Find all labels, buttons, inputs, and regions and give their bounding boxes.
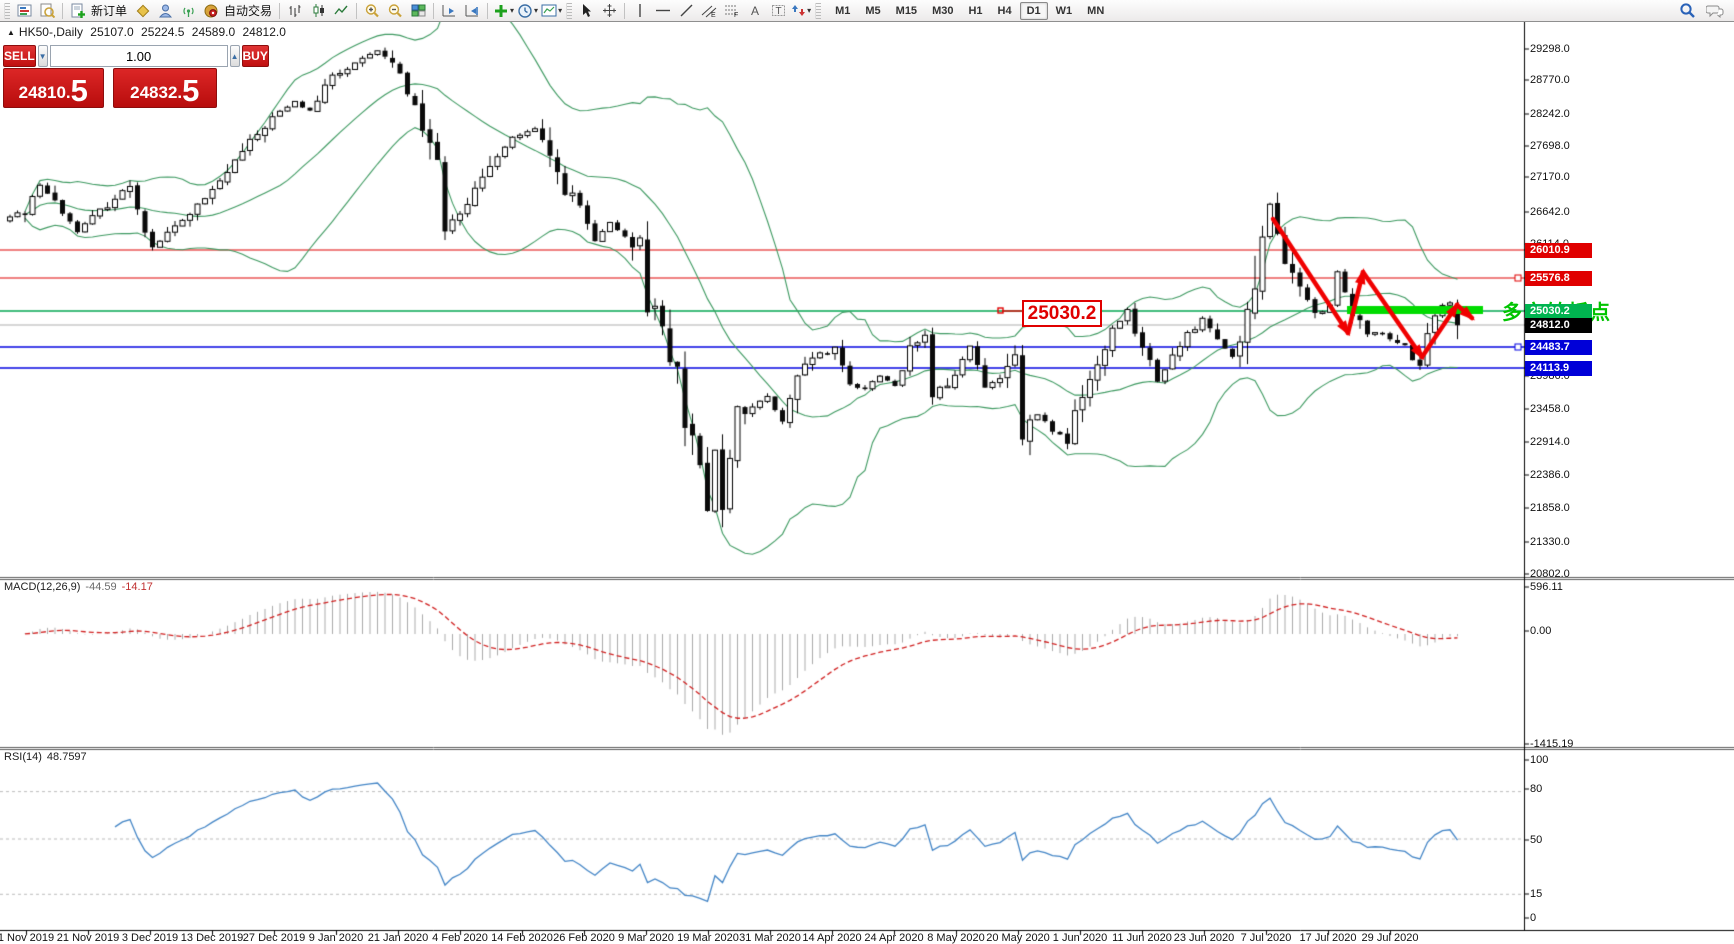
chevron-down-icon: ▾ [534, 6, 539, 15]
toolbar-separator [356, 2, 358, 19]
zoom-out-icon[interactable] [384, 1, 406, 21]
search-icon[interactable] [1676, 1, 1698, 21]
svg-text:E: E [711, 12, 716, 18]
sell-price-display[interactable]: 24810. 5 [3, 68, 104, 108]
chevron-down-icon: ▾ [558, 6, 563, 15]
tile-windows-icon[interactable] [407, 1, 429, 21]
svg-text:T: T [775, 6, 781, 17]
timeframe-group: M1 M5 M15 M30 H1 H4 D1 W1 MN [828, 1, 1111, 20]
tf-h4[interactable]: H4 [997, 4, 1012, 17]
volume-input[interactable] [49, 45, 228, 67]
toolbar-separator [279, 2, 281, 19]
template-icon[interactable]: ▾ [540, 1, 563, 21]
turning-point-annotation[interactable]: 多空转折点 [1502, 302, 1612, 324]
sell-button[interactable]: SELL [3, 45, 36, 67]
volume-down-button[interactable]: ▼ [37, 45, 48, 67]
tf-m5[interactable]: M5 [865, 4, 881, 17]
buy-price-dot: . [177, 83, 183, 102]
new-order-icon[interactable] [67, 1, 89, 21]
arrows-icon[interactable]: ▾ [790, 1, 812, 21]
cursor-icon[interactable] [575, 1, 597, 21]
profile-icon[interactable] [154, 1, 176, 21]
sell-price-dot: . [65, 83, 71, 102]
buy-price-display[interactable]: 24832. 5 [112, 68, 217, 108]
tf-m30[interactable]: M30 [932, 4, 954, 17]
svg-text:F: F [734, 12, 738, 18]
channel-icon[interactable]: E [698, 1, 720, 21]
trendline-icon[interactable] [675, 1, 697, 21]
toolbar-separator [62, 2, 63, 19]
toolbar-separator [433, 2, 435, 19]
price-callout-25030[interactable]: 25030.2 [1022, 300, 1102, 327]
hline-icon[interactable] [652, 1, 674, 21]
crosshair-icon[interactable] [598, 1, 620, 21]
data-window-icon[interactable] [36, 1, 58, 21]
tf-h1[interactable]: H1 [968, 4, 983, 17]
toolbar-right [1676, 1, 1732, 21]
chevron-down-icon: ▾ [807, 6, 812, 15]
toolbar-grip [4, 2, 10, 19]
zoom-in-icon[interactable] [361, 1, 383, 21]
auto-scroll-icon[interactable] [438, 1, 460, 21]
text-icon[interactable]: A [744, 1, 766, 21]
toolbar-separator [624, 2, 626, 19]
chat-icon[interactable] [1704, 1, 1726, 21]
tf-mn[interactable]: MN [1087, 4, 1105, 17]
toolbar: 新订单 自动交易 [0, 0, 1734, 22]
indicators-icon[interactable]: ▾ [492, 1, 515, 21]
one-click-trading-panel: SELL ▼ ▲ BUY 24810.5 24832.5 [3, 45, 269, 108]
tf-d1[interactable]: D1 [1019, 1, 1048, 20]
signal-icon[interactable] [177, 1, 199, 21]
market-watch-icon[interactable] [13, 1, 35, 21]
buy-price-main: 24832 [130, 83, 178, 102]
new-order-label[interactable]: 新订单 [91, 4, 128, 18]
toolbar-separator [487, 2, 489, 19]
bar-chart-icon[interactable] [284, 1, 306, 21]
buy-price-frac: 5 [182, 73, 200, 108]
toolbar-grip [815, 2, 822, 19]
fibonacci-icon[interactable]: F [721, 1, 743, 21]
volume-up-button[interactable]: ▲ [229, 45, 240, 67]
autotrade-label[interactable]: 自动交易 [224, 4, 273, 18]
chevron-down-icon: ▾ [510, 6, 515, 15]
styles-icon[interactable] [131, 1, 153, 21]
candle-chart-icon[interactable] [307, 1, 329, 21]
autotrade-icon[interactable] [200, 1, 222, 21]
vline-icon[interactable] [629, 1, 651, 21]
line-chart-icon[interactable] [330, 1, 352, 21]
periods-icon[interactable]: ▾ [516, 1, 539, 21]
tf-w1[interactable]: W1 [1055, 4, 1073, 17]
tf-m15[interactable]: M15 [895, 4, 918, 17]
buy-button[interactable]: BUY [241, 45, 269, 67]
toolbar-grip [566, 2, 573, 19]
svg-text:A: A [751, 4, 759, 18]
chart-shift-icon[interactable] [461, 1, 483, 21]
text-label-icon[interactable]: T [767, 1, 789, 21]
chart-canvas[interactable] [0, 22, 1734, 943]
tf-m1[interactable]: M1 [835, 4, 851, 17]
sell-price-main: 24810 [18, 83, 66, 102]
sell-price-frac: 5 [70, 73, 88, 108]
